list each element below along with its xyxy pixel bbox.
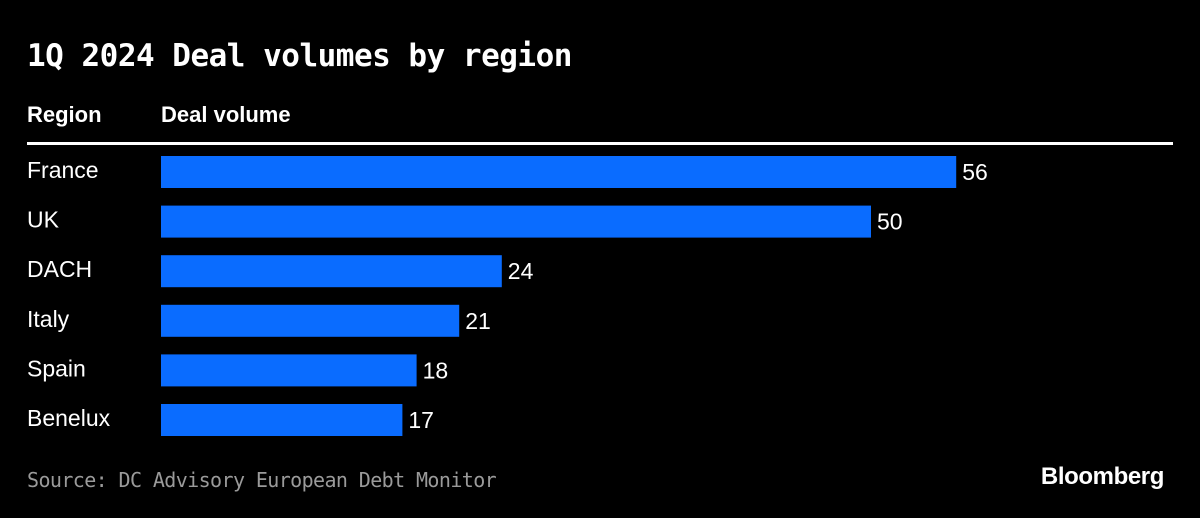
value-label-spain: 18 <box>423 357 449 383</box>
region-column-header: Region <box>27 102 102 127</box>
bar-dach <box>161 255 502 288</box>
category-label-italy: Italy <box>27 306 70 332</box>
value-label-france: 56 <box>962 159 988 185</box>
bar-italy <box>161 304 460 337</box>
bar-benelux <box>161 404 403 436</box>
category-label-spain: Spain <box>27 355 86 381</box>
category-label-uk: UK <box>27 207 60 233</box>
header-divider <box>27 142 1173 145</box>
value-label-uk: 50 <box>877 209 903 235</box>
deal-volume-column-header: Deal volume <box>161 102 291 127</box>
bar-france <box>161 156 957 188</box>
bar-spain <box>161 354 417 387</box>
value-label-benelux: 17 <box>408 407 434 433</box>
chart-title: 1Q 2024 Deal volumes by region <box>27 38 572 74</box>
bloomberg-logo: Bloomberg <box>1040 463 1164 490</box>
category-label-dach: DACH <box>27 256 92 282</box>
source-note: Source: DC Advisory European Debt Monito… <box>27 468 497 492</box>
bar-uk <box>161 205 871 238</box>
value-label-italy: 21 <box>465 308 491 334</box>
value-label-dach: 24 <box>508 258 534 284</box>
category-label-benelux: Benelux <box>27 405 111 431</box>
category-label-france: France <box>27 157 99 183</box>
